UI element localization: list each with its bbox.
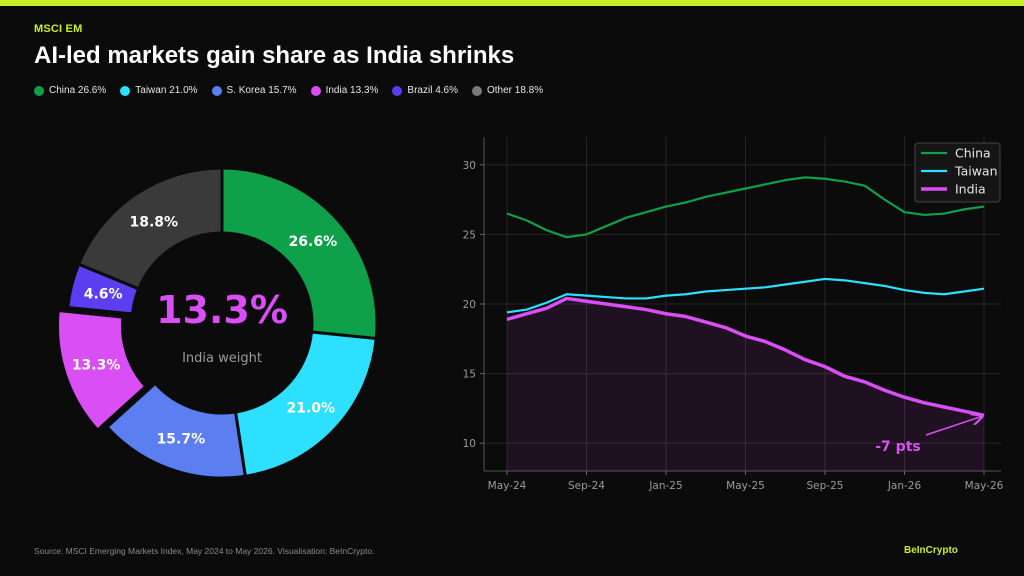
legend-item-india: India 13.3% (310, 85, 379, 96)
legend-item-skorea: S. Korea 15.7% (211, 85, 297, 96)
annotation-label: -7 pts (875, 439, 920, 455)
donut-label-other: 18.8% (129, 214, 178, 230)
series-line-india (506, 296, 985, 418)
legend: China 26.6% Taiwan 21.0% S. Korea 15.7% … (34, 85, 557, 96)
brand-logo-text: BeInCrypto (904, 545, 958, 556)
series-line-taiwan (506, 277, 985, 314)
legend-label-other: Other 18.8% (486, 85, 544, 96)
line-legend-label-china: China (955, 146, 991, 161)
y-tick-label-25: 25 (463, 229, 476, 241)
x-tick-label-5: Jan-26 (887, 480, 922, 492)
donut-slice-china (220, 166, 379, 341)
legend-item-china: China 26.6% (34, 85, 106, 96)
legend-dot-taiwan (120, 85, 131, 96)
legend-label-india: India 13.3% (325, 85, 379, 96)
kicker-label: MSCI EM (34, 23, 83, 35)
x-tick-label-3: May-25 (726, 480, 765, 492)
india-area-fill (507, 298, 984, 471)
legend-item-taiwan: Taiwan 21.0% (120, 85, 198, 96)
y-tick-label-15: 15 (463, 369, 476, 381)
series-line-china (506, 176, 985, 239)
legend-dot-brazil (392, 85, 403, 96)
x-tick-label-0: May-24 (488, 480, 527, 492)
donut-center-label: India weight (182, 351, 262, 366)
x-tick-label-1: Sep-24 (568, 480, 605, 492)
legend-label-china: China 26.6% (49, 85, 107, 96)
line-legend-label-taiwan: Taiwan (954, 164, 998, 179)
line-legend-label-india: India (955, 182, 986, 197)
legend-item-other: Other 18.8% (471, 85, 544, 96)
x-tick-label-2: Jan-25 (648, 480, 682, 492)
legend-dot-skorea (211, 85, 222, 96)
donut-label-s-korea: 15.7% (157, 431, 206, 447)
x-tick-label-4: Sep-25 (807, 480, 844, 492)
y-tick-label-20: 20 (463, 299, 476, 311)
legend-dot-china (34, 85, 44, 96)
legend-label-skorea: S. Korea 15.7% (226, 85, 297, 96)
donut-slice-india (56, 308, 148, 433)
legend-item-brazil: Brazil 4.6% (392, 85, 458, 96)
y-tick-label-10: 10 (463, 438, 476, 450)
legend-label-taiwan: Taiwan 21.0% (135, 85, 198, 96)
donut-label-india: 13.3% (72, 357, 121, 373)
x-tick-label-6: May-26 (965, 480, 1004, 492)
legend-dot-india (310, 85, 321, 96)
donut-slice-other (76, 166, 224, 291)
legend-dot-other (471, 85, 482, 96)
source-note: Source: MSCI Emerging Markets Index, May… (34, 546, 375, 556)
donut-center-value: 13.3% (156, 288, 288, 332)
legend-label-brazil: Brazil 4.6% (407, 85, 458, 96)
donut-label-brazil: 4.6% (84, 286, 123, 302)
donut-slice-s-korea (104, 381, 247, 480)
top-accent-bar (0, 0, 1024, 6)
donut-label-china: 26.6% (289, 234, 338, 250)
annotation-arrow (925, 416, 982, 436)
y-tick-label-30: 30 (463, 160, 476, 172)
donut-label-taiwan: 21.0% (286, 400, 335, 416)
chart-title: AI-led markets gain share as India shrin… (34, 42, 515, 69)
